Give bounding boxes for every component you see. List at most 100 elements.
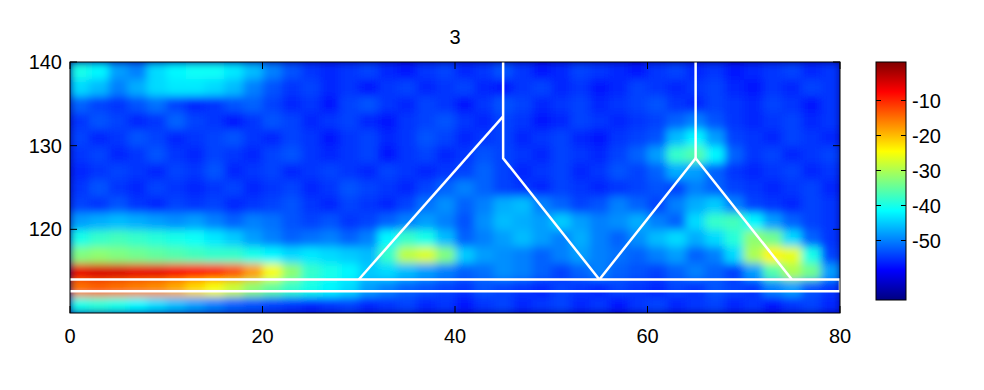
heatmap-cell <box>205 146 225 163</box>
heatmap-cell <box>301 263 321 280</box>
heatmap-cell <box>474 62 494 79</box>
heatmap-cell <box>590 280 610 297</box>
heatmap-cell <box>513 213 533 230</box>
colorbar-tick <box>876 240 881 241</box>
heatmap-cell <box>763 129 783 146</box>
heatmap-cell <box>205 179 225 196</box>
heatmap-cell <box>802 129 822 146</box>
heatmap-cell <box>89 95 109 112</box>
heatmap-cell <box>378 263 398 280</box>
heatmap-cell <box>89 79 109 96</box>
heatmap-cell <box>474 280 494 297</box>
heatmap-cell <box>551 146 571 163</box>
heatmap-cell <box>147 280 167 297</box>
heatmap-cell <box>417 246 437 263</box>
heatmap-cell <box>648 280 668 297</box>
heatmap-cell <box>263 62 283 79</box>
plot-area <box>70 62 840 313</box>
heatmap-cell <box>109 95 129 112</box>
heatmap-cell <box>243 95 263 112</box>
heatmap-cell <box>455 246 475 263</box>
heatmap-cell <box>109 146 129 163</box>
heatmap-cell <box>109 196 129 213</box>
heatmap-cell <box>667 112 687 129</box>
heatmap-cell <box>186 296 206 313</box>
colorbar-tick <box>901 135 906 136</box>
plot-background <box>70 62 840 313</box>
heatmap-cell <box>340 129 360 146</box>
heatmap-cell <box>648 263 668 280</box>
heatmap-cell <box>243 229 263 246</box>
heatmap-cell <box>89 162 109 179</box>
heatmap-cell <box>70 296 90 313</box>
x-tick-top <box>840 62 841 69</box>
heatmap-cell <box>686 213 706 230</box>
heatmap-cell <box>320 179 340 196</box>
heatmap-cell <box>782 146 802 163</box>
heatmap-cell <box>282 296 302 313</box>
heatmap-cell <box>205 79 225 96</box>
heatmap-cell <box>224 162 244 179</box>
heatmap-cell <box>301 246 321 263</box>
heatmap-cell <box>166 95 186 112</box>
colorbar-tick <box>876 100 881 101</box>
heatmap-cell <box>301 296 321 313</box>
heatmap-cell <box>243 179 263 196</box>
heatmap-cell <box>436 196 456 213</box>
colorbar-tick-label: -40 <box>912 195 941 217</box>
heatmap-cell <box>205 112 225 129</box>
heatmap-cell <box>667 213 687 230</box>
x-tick-top <box>70 62 71 69</box>
heatmap-cell <box>551 112 571 129</box>
heatmap-cell <box>70 95 90 112</box>
heatmap-cell <box>513 129 533 146</box>
heatmap-cell <box>532 263 552 280</box>
heatmap-cell <box>474 146 494 163</box>
colorbar-frame <box>876 62 906 300</box>
heatmap-cell <box>513 162 533 179</box>
heatmap-cell <box>89 229 109 246</box>
heatmap-cell <box>320 162 340 179</box>
x-tick <box>840 306 841 313</box>
heatmap-cell <box>686 229 706 246</box>
heatmap-cell <box>763 79 783 96</box>
heatmap-cell <box>109 213 129 230</box>
heatmap-cell <box>70 62 90 79</box>
heatmap-cell <box>705 213 725 230</box>
heatmap-cell <box>89 146 109 163</box>
heatmap-cell <box>609 129 629 146</box>
heatmap-cell <box>359 196 379 213</box>
heatmap-cell <box>263 79 283 96</box>
heatmap-cell <box>628 246 648 263</box>
heatmap-cell <box>455 213 475 230</box>
heatmap-cell <box>436 280 456 297</box>
heatmap-cell <box>821 213 840 230</box>
heatmap-cell <box>109 229 129 246</box>
heatmap-cell <box>571 229 591 246</box>
heatmap-cell <box>609 296 629 313</box>
heatmap-cell <box>301 62 321 79</box>
heatmap-cell <box>109 179 129 196</box>
heatmap-cell <box>397 62 417 79</box>
heatmap-cell <box>686 280 706 297</box>
heatmap-cell <box>763 179 783 196</box>
overlay-line <box>503 62 599 280</box>
heatmap-cell <box>744 263 764 280</box>
heatmap-cell <box>513 280 533 297</box>
heatmap-cell <box>166 146 186 163</box>
heatmap-cell <box>667 79 687 96</box>
heatmap-cell <box>705 246 725 263</box>
overlay-line <box>70 280 840 292</box>
heatmap-cell <box>70 229 90 246</box>
heatmap-cell <box>513 146 533 163</box>
colorbar-tick-label: -10 <box>912 90 941 112</box>
heatmap-cell <box>571 95 591 112</box>
heatmap-cell <box>263 280 283 297</box>
heatmap-cell <box>397 280 417 297</box>
heatmap-cell <box>609 196 629 213</box>
heatmap-cell <box>782 179 802 196</box>
heatmap-cell <box>513 95 533 112</box>
heatmap-cell <box>301 129 321 146</box>
heatmap-cell <box>205 196 225 213</box>
colorbar-tick <box>901 170 906 171</box>
